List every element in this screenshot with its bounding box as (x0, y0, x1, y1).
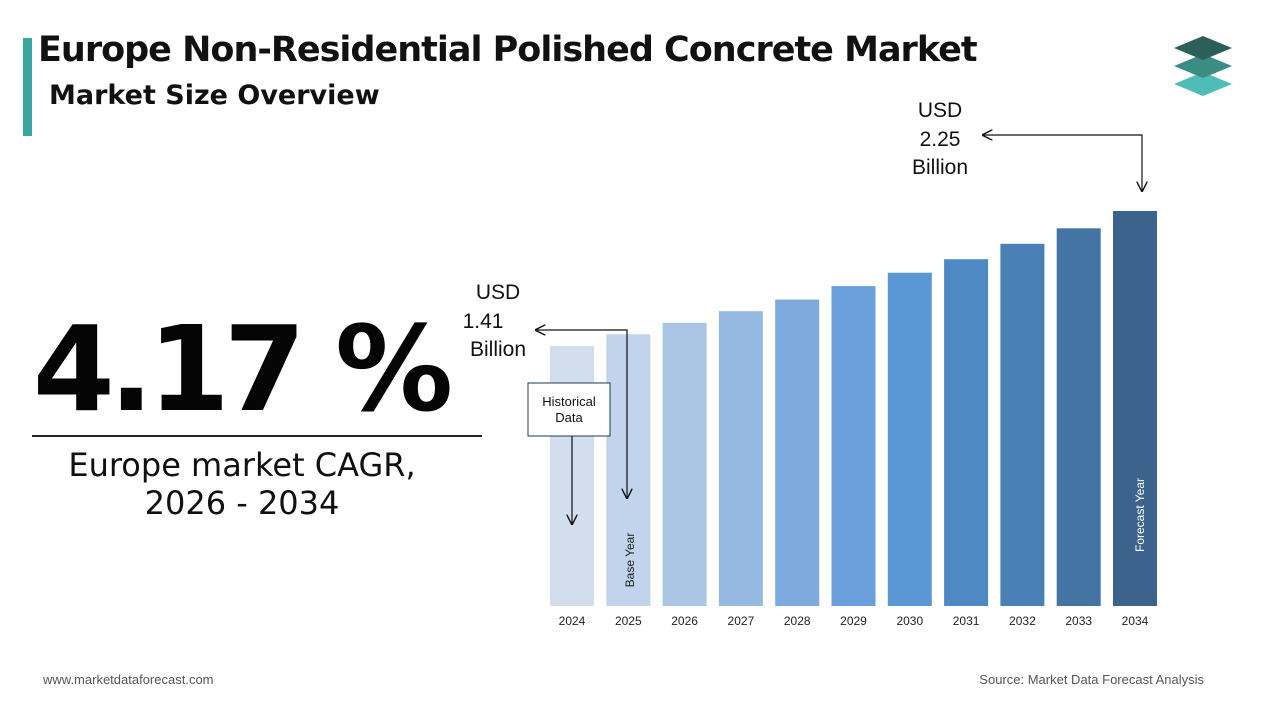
footer-source: Source: Market Data Forecast Analysis (979, 672, 1204, 687)
historical-data-line2: Data (555, 410, 583, 425)
x-tick-label-2033: 2033 (1065, 614, 1092, 628)
x-tick-label-2024: 2024 (559, 614, 586, 628)
x-tick-label-2032: 2032 (1009, 614, 1036, 628)
bar-2032 (1000, 243, 1045, 607)
x-tick-label-2030: 2030 (896, 614, 923, 628)
logo-layer-top (1174, 36, 1232, 60)
cagr-divider (32, 435, 482, 437)
x-tick-label-2026: 2026 (671, 614, 698, 628)
cagr-value: 4.17 % (32, 300, 453, 438)
x-tick-labels: 2024 2025 2026 2027 2028 2029 2030 2031 2032 2033… (559, 614, 1149, 628)
x-tick-label-2029: 2029 (840, 614, 867, 628)
x-tick-label-2027: 2027 (728, 614, 755, 628)
x-tick-label-2031: 2031 (953, 614, 980, 628)
base-year-label: Base Year (623, 533, 637, 588)
bar-2030 (887, 272, 932, 606)
bar-2027 (718, 311, 763, 606)
end-value-line1: USD (918, 99, 962, 122)
logo-layer-middle (1174, 54, 1232, 78)
end-value-line3: Billion (912, 156, 968, 179)
bar-2028 (775, 299, 820, 606)
x-tick-label-2028: 2028 (784, 614, 811, 628)
cagr-label-line1: Europe market CAGR, (68, 446, 416, 484)
end-value-arrow (983, 135, 1142, 191)
bar-2026 (662, 322, 707, 606)
bar-2033 (1056, 228, 1101, 607)
start-value-arrow (536, 330, 627, 498)
bar-2034 (1113, 211, 1157, 606)
bars-group (550, 211, 1157, 607)
start-value-line2: 1.41 (463, 310, 504, 333)
bar-2031 (944, 259, 989, 606)
cagr-label-line2: 2026 - 2034 (144, 484, 340, 522)
end-value-line2: 2.25 (920, 128, 961, 151)
page-subtitle: Market Size Overview (49, 80, 380, 111)
bar-2029 (831, 286, 876, 606)
forecast-year-label: Forecast Year (1133, 478, 1147, 552)
logo-layer-bottom (1174, 72, 1232, 96)
brand-logo-icon (1174, 36, 1232, 96)
x-tick-label-2025: 2025 (615, 614, 642, 628)
footer-website[interactable]: www.marketdataforecast.com (43, 672, 214, 687)
x-tick-label-2034: 2034 (1122, 614, 1149, 628)
start-value-line3: Billion (470, 338, 526, 361)
cagr-label: Europe market CAGR, 2026 - 2034 (32, 446, 452, 522)
start-value-line1: USD (476, 281, 520, 304)
title-accent-bar (23, 38, 32, 136)
historical-data-line1: Historical (542, 394, 596, 409)
page-title: Europe Non-Residential Polished Concrete… (38, 30, 978, 70)
